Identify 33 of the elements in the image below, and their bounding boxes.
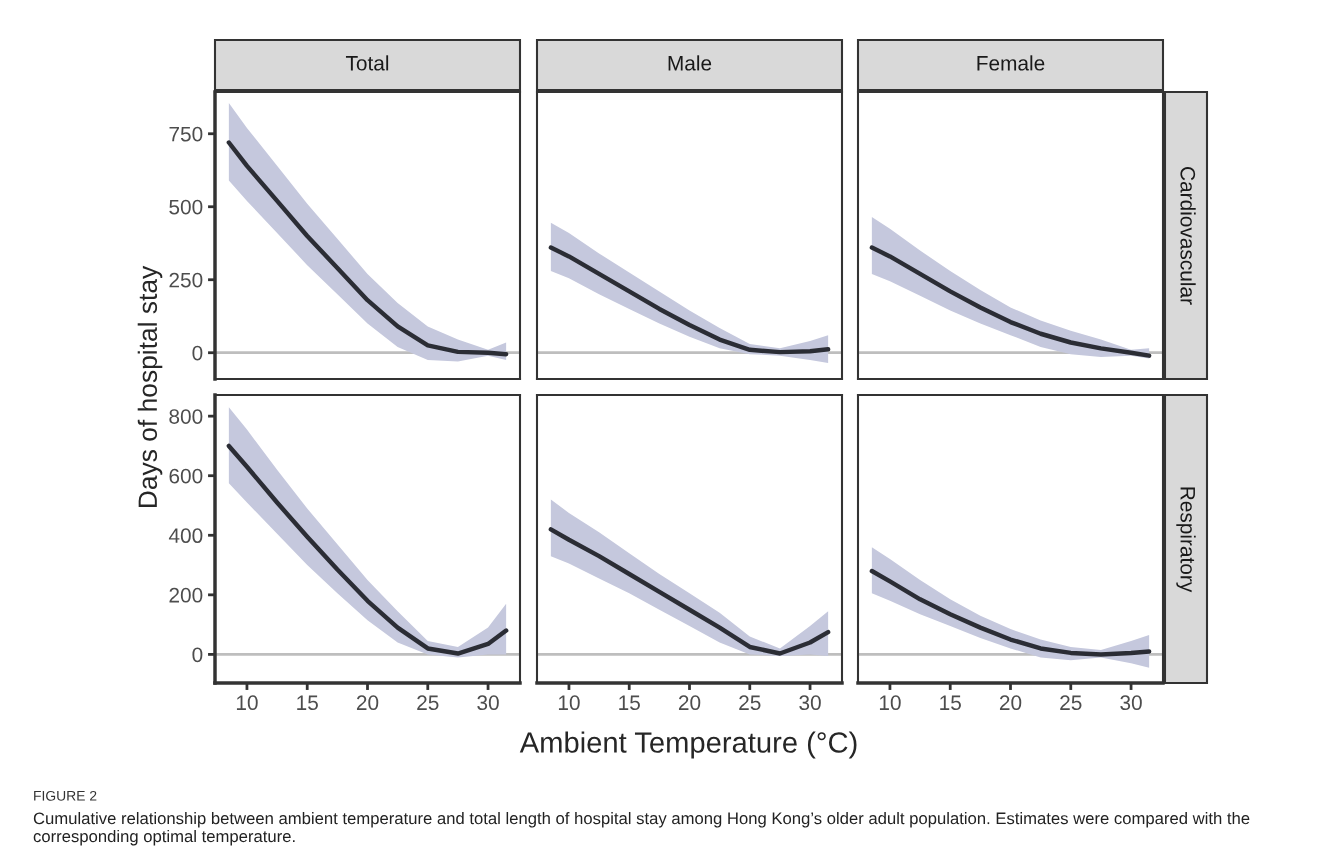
x-tick-label: 30 [477, 695, 499, 711]
chart-title: Total [345, 55, 389, 71]
chart-title: Female [977, 55, 1045, 71]
x-tick-label: 20 [356, 695, 379, 711]
caption: FIGURE 2 [34, 790, 97, 801]
y-tick-label: 750 [169, 126, 203, 142]
text: Cumulative relationship between ambient temperature and total length of hospital stay among Hong Kong’s older adult population. Estimates were compared with the corresponding optimal temperature. [33, 812, 1250, 846]
x-tick-label: 10 [236, 695, 258, 711]
x-tick-label: 10 [558, 695, 580, 711]
y-tick-label: 250 [169, 272, 203, 288]
x-tick-label: 30 [1120, 695, 1142, 711]
x-tick-label: 20 [999, 695, 1022, 711]
x-tick-label: 25 [1060, 695, 1082, 711]
y-tick-label: 0 [192, 647, 203, 663]
x-tick-label: 15 [297, 695, 318, 711]
x-tick-label: 30 [799, 695, 821, 711]
y-tick-label: 200 [169, 587, 203, 603]
x-tick-label: 15 [940, 695, 961, 711]
y-tick-label: 600 [169, 468, 203, 484]
x-tick-label: 10 [879, 695, 901, 711]
x-tick-label: 25 [739, 695, 761, 711]
y2-axis-title: Respiratory [1176, 487, 1196, 593]
y-tick-label: 500 [169, 199, 203, 215]
x-axis-title: Ambient Temperature (°C) [519, 731, 857, 759]
y-tick-label: 800 [169, 409, 203, 424]
y2-axis-title: Cardiovascular [1180, 167, 1196, 305]
chart-title: Male [668, 55, 712, 71]
y-axis-title: Days of hospital stay [137, 265, 163, 508]
x-tick-label: 25 [417, 695, 439, 711]
y-tick-label: 400 [168, 528, 203, 544]
y-tick-label: 0 [192, 345, 203, 361]
x-tick-label: 20 [678, 695, 701, 711]
x-tick-label: 15 [619, 695, 640, 711]
